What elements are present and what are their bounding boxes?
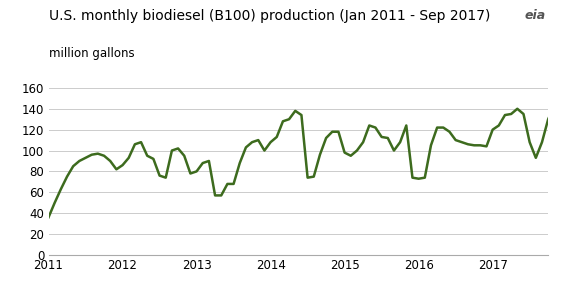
Text: U.S. monthly biodiesel (B100) production (Jan 2011 - Sep 2017): U.S. monthly biodiesel (B100) production… xyxy=(49,9,490,23)
Text: million gallons: million gallons xyxy=(49,47,134,60)
Text: eia: eia xyxy=(524,9,545,22)
